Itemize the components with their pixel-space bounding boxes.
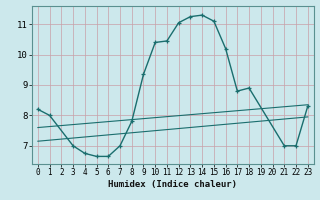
X-axis label: Humidex (Indice chaleur): Humidex (Indice chaleur) bbox=[108, 180, 237, 189]
